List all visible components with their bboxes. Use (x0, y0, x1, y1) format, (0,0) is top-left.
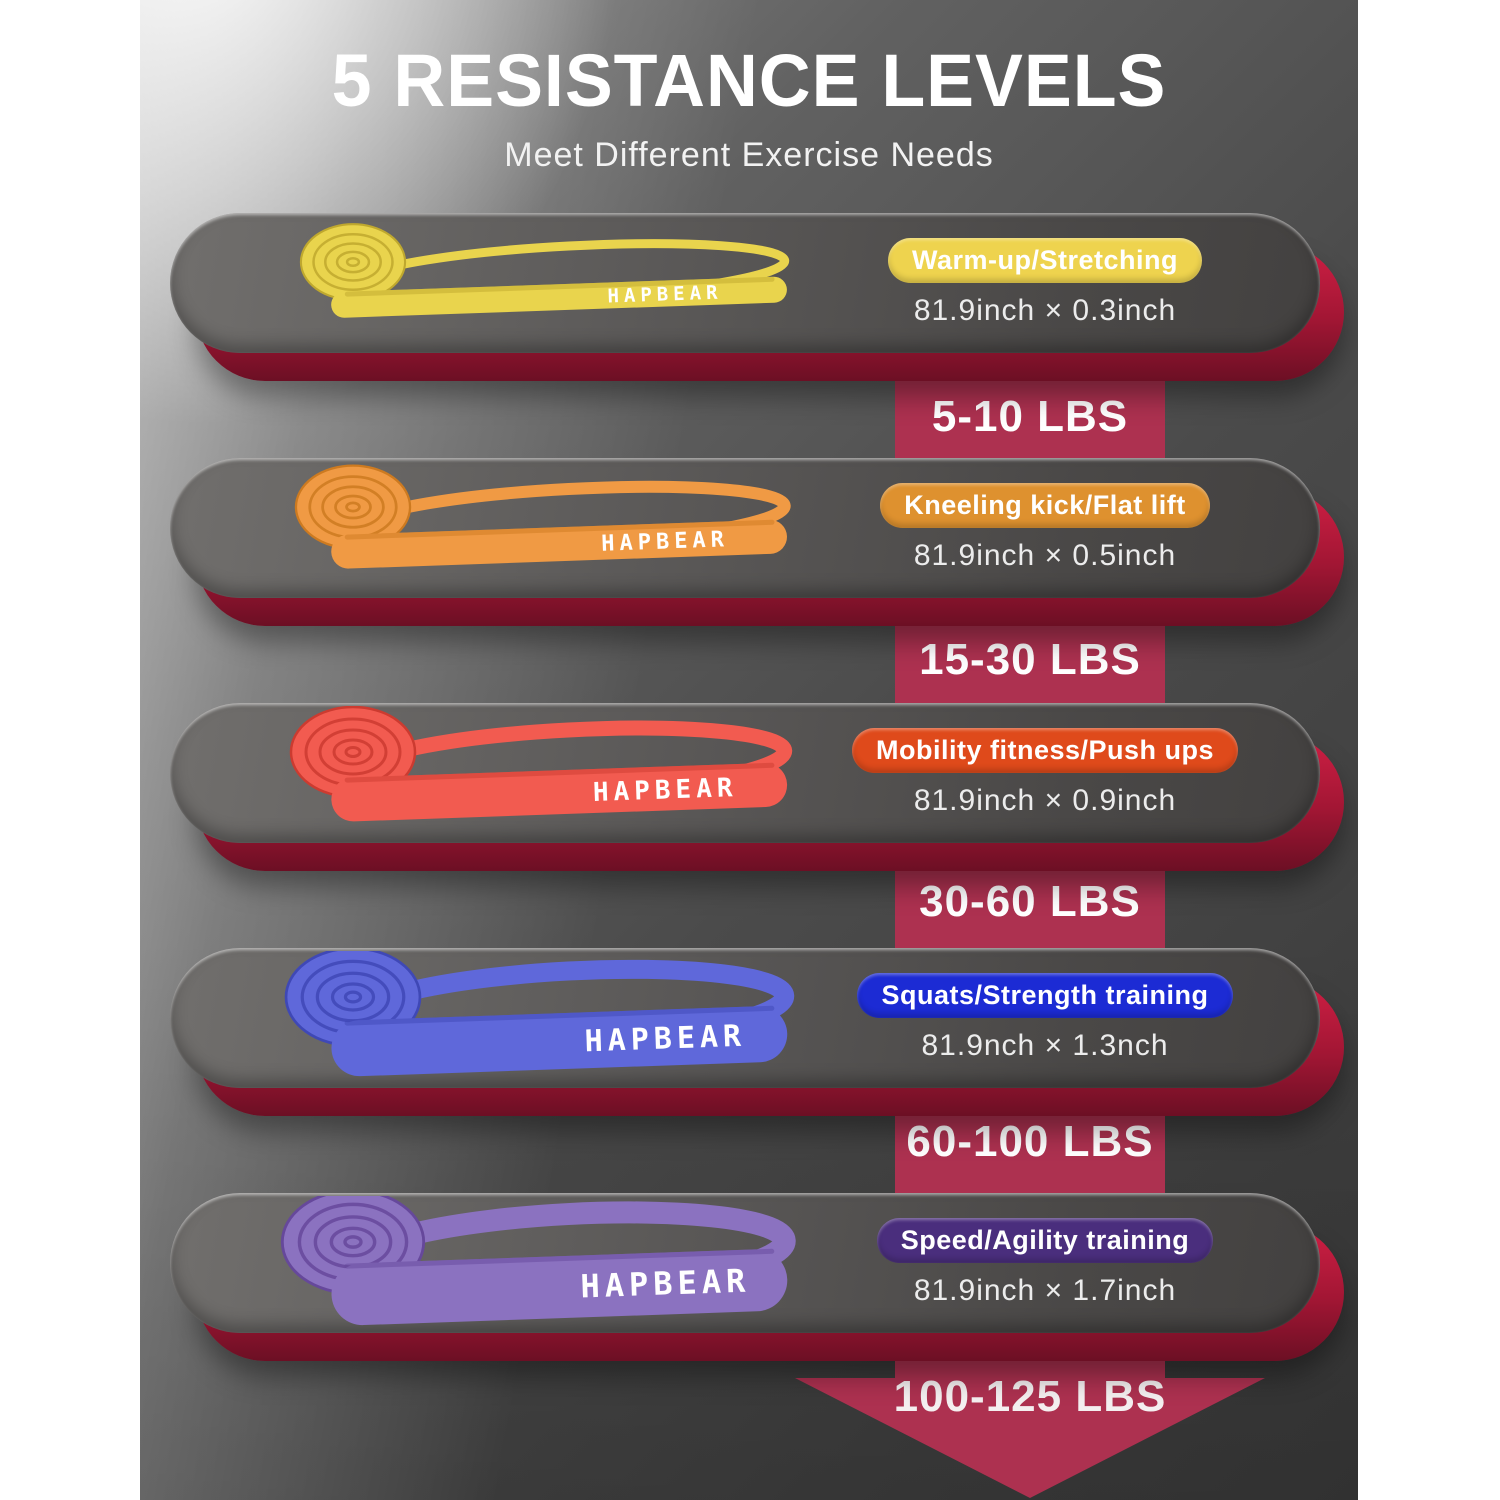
band-dimensions: 81.9inch × 1.7inch (913, 1274, 1177, 1307)
level-info: Kneeling kick/Flat lift 81.9inch × 0.5in… (825, 458, 1265, 598)
infographic-stage: 5 RESISTANCE LEVELS Meet Different Exerc… (140, 0, 1358, 1500)
level-info: Speed/Agility training 81.9inch × 1.7inc… (825, 1193, 1265, 1333)
weight-label-4: 60-100 LBS (906, 1117, 1154, 1166)
resistance-band-image: HAPBEAR (284, 951, 795, 1077)
brand-logo-text: HAPBEAR (601, 527, 730, 556)
page-title: 5 RESISTANCE LEVELS (331, 39, 1167, 122)
band-coil (299, 223, 407, 301)
band-dimensions: 81.9inch × 0.9inch (913, 784, 1177, 817)
band-dimensions: 81.9inch × 0.5inch (913, 539, 1177, 572)
resistance-band-image: HAPBEAR (294, 464, 791, 569)
exercise-badge: Mobility fitness/Push ups (851, 728, 1239, 773)
resistance-panel: HAPBEAR Speed/Agility training 81.9inch … (170, 1193, 1320, 1333)
resistance-band-image: HAPBEAR (289, 706, 793, 822)
level-info: Mobility fitness/Push ups 81.9inch × 0.9… (825, 703, 1265, 843)
exercise-badge: Kneeling kick/Flat lift (880, 483, 1210, 528)
band-dimensions: 81.9inch × 0.3inch (913, 294, 1177, 327)
brand-logo-text: HAPBEAR (592, 773, 738, 808)
level-info: Squats/Strength training 81.9nch × 1.3nc… (825, 948, 1265, 1088)
level-row-yellow: HAPBEAR Warm-up/Stretching 81.9inch × 0.… (170, 213, 1344, 381)
band-front: HAPBEAR (331, 276, 787, 318)
resistance-panel: HAPBEAR Squats/Strength training 81.9nch… (170, 948, 1320, 1088)
resistance-band-image: HAPBEAR (299, 223, 790, 318)
exercise-badge: Speed/Agility training (876, 1218, 1214, 1263)
level-row-blue: HAPBEAR Squats/Strength training 81.9nch… (170, 948, 1344, 1116)
exercise-badge: Squats/Strength training (857, 973, 1233, 1018)
brand-logo-text: HAPBEAR (580, 1262, 751, 1306)
resistance-panel: HAPBEAR Kneeling kick/Flat lift 81.9inch… (170, 458, 1320, 598)
level-row-red: HAPBEAR Mobility fitness/Push ups 81.9in… (170, 703, 1344, 871)
level-row-purple: HAPBEAR Speed/Agility training 81.9inch … (170, 1193, 1344, 1361)
weight-label-1: 5-10 LBS (931, 392, 1129, 441)
resistance-band-image: HAPBEAR (280, 1196, 796, 1326)
level-info: Warm-up/Stretching 81.9inch × 0.3inch (825, 213, 1265, 353)
exercise-badge: Warm-up/Stretching (887, 238, 1202, 283)
band-dimensions: 81.9nch × 1.3nch (921, 1029, 1169, 1062)
resistance-panel: HAPBEAR Mobility fitness/Push ups 81.9in… (170, 703, 1320, 843)
page-subtitle: Meet Different Exercise Needs (504, 136, 994, 174)
brand-logo-text: HAPBEAR (584, 1019, 747, 1060)
level-row-orange: HAPBEAR Kneeling kick/Flat lift 81.9inch… (170, 458, 1344, 626)
weight-label-5-arrow: 100-125 LBS (893, 1372, 1167, 1421)
resistance-panel: HAPBEAR Warm-up/Stretching 81.9inch × 0.… (170, 213, 1320, 353)
weight-label-2: 15-30 LBS (919, 635, 1141, 684)
brand-logo-text: HAPBEAR (607, 282, 723, 308)
weight-label-3: 30-60 LBS (919, 877, 1141, 926)
